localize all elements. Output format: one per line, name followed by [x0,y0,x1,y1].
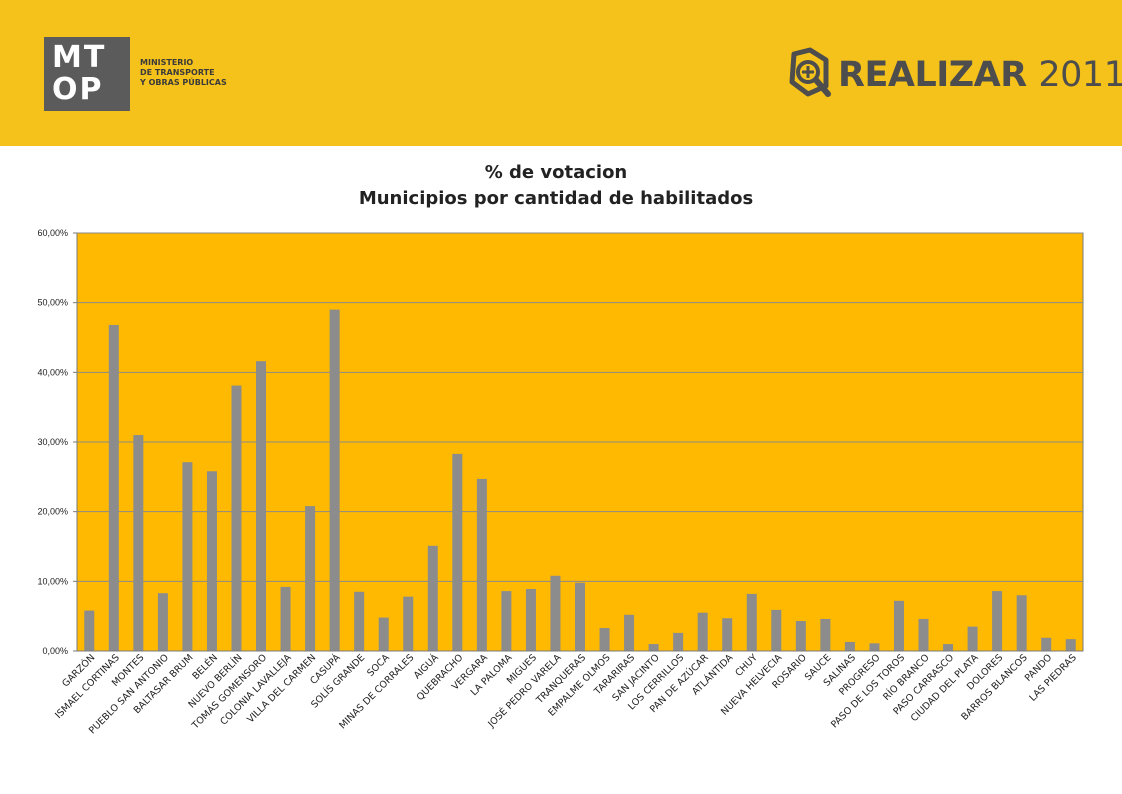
bar [697,612,708,651]
bar [305,506,316,651]
bar [648,644,659,651]
y-tick-label: 60,00% [37,228,68,238]
bar [967,626,978,651]
bar [525,588,536,651]
bar [1041,637,1052,651]
bar [427,545,438,651]
header-banner: MT OP MINISTERIO DE TRANSPORTE Y OBRAS P… [0,0,1122,146]
bar [746,593,757,651]
bar [256,361,267,651]
chart-subtitle: Municipios por cantidad de habilitados [358,188,754,209]
y-tick-label: 50,00% [37,298,68,308]
bar [354,591,365,651]
bar [992,591,1003,651]
ministry-line: Y OBRAS PÚBLICAS [140,78,227,87]
bar [206,471,217,651]
bar [182,462,193,651]
ministry-line: DE TRANSPORTE [140,68,215,77]
mtop-logo: MT OP [44,37,130,111]
bar [157,593,168,651]
bar [403,596,414,651]
bar [722,618,733,651]
magnifier-plus-icon [789,47,831,97]
bar [599,628,610,651]
y-tick-label: 10,00% [37,576,68,586]
bar [575,582,585,651]
bar [1016,595,1027,651]
ministry-line: MINISTERIO [140,58,194,67]
bar [476,478,487,651]
bar [943,644,954,651]
bar [771,609,782,651]
bar [108,324,119,651]
bar [231,385,242,651]
bar [133,435,144,651]
y-tick-label: 0,00% [42,646,68,656]
bar [624,614,635,651]
bar [329,309,340,651]
bar [550,575,561,651]
y-tick-label: 20,00% [37,507,68,517]
bar [893,600,904,651]
bar [918,618,929,651]
logo-letters-top: MT [52,40,107,75]
y-tick-label: 30,00% [37,437,68,447]
brand-wordmark: REALIZAR 2011 [838,52,1122,98]
bar [452,453,463,651]
y-tick-label: 40,00% [37,367,68,377]
bar [673,632,684,651]
ministry-name: MINISTERIO DE TRANSPORTE Y OBRAS PÚBLICA… [140,58,227,88]
bar [820,618,831,651]
chart-title: % de votacion [484,162,628,183]
bar [378,617,389,651]
bar [501,591,512,651]
bar [1065,639,1076,651]
bar [795,621,806,651]
bar [280,586,291,651]
brand-name: REALIZAR [838,55,1027,95]
bar [869,643,880,651]
brand-year: 2011 [1038,55,1122,95]
bar [84,610,95,651]
bar [844,641,855,651]
logo-letters-bottom: OP [52,72,104,107]
chart-title-block: % de votacion Municipios por cantidad de… [0,160,1112,212]
